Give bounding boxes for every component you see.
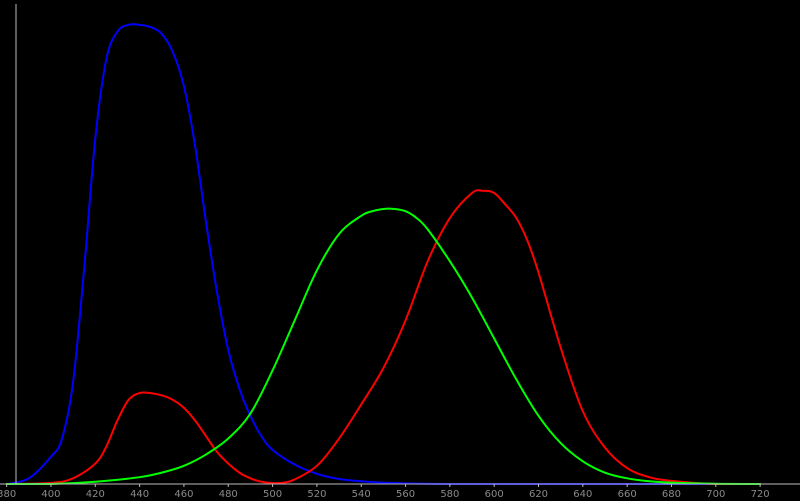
x-tick-label: 420 [86, 489, 105, 500]
series-layer [5, 23, 762, 485]
x-tick-label: 700 [706, 489, 725, 500]
series-line-1 [5, 189, 762, 485]
x-tick-label: 640 [573, 489, 592, 500]
x-tick-label: 520 [307, 489, 326, 500]
x-tick-label: 400 [41, 489, 60, 500]
x-tick-label: 680 [662, 489, 681, 500]
x-tick-label: 500 [263, 489, 282, 500]
x-tick-label: 580 [440, 489, 459, 500]
x-tick-label: 380 [0, 489, 16, 500]
series-line-2 [5, 207, 762, 485]
x-tick-label: 440 [130, 489, 149, 500]
x-ticks: 380 400 420 440 460 480 500 520 540 560 580 600 620 6… [0, 484, 770, 500]
x-tick-label: 560 [396, 489, 415, 500]
x-tick-label: 460 [174, 489, 193, 500]
x-tick-label: 660 [618, 489, 637, 500]
x-tick-label: 620 [529, 489, 548, 500]
x-tick-label: 540 [352, 489, 371, 500]
series-line-0 [5, 23, 762, 485]
x-tick-label: 600 [485, 489, 504, 500]
x-tick-label: 720 [751, 489, 770, 500]
x-tick-label: 480 [219, 489, 238, 500]
